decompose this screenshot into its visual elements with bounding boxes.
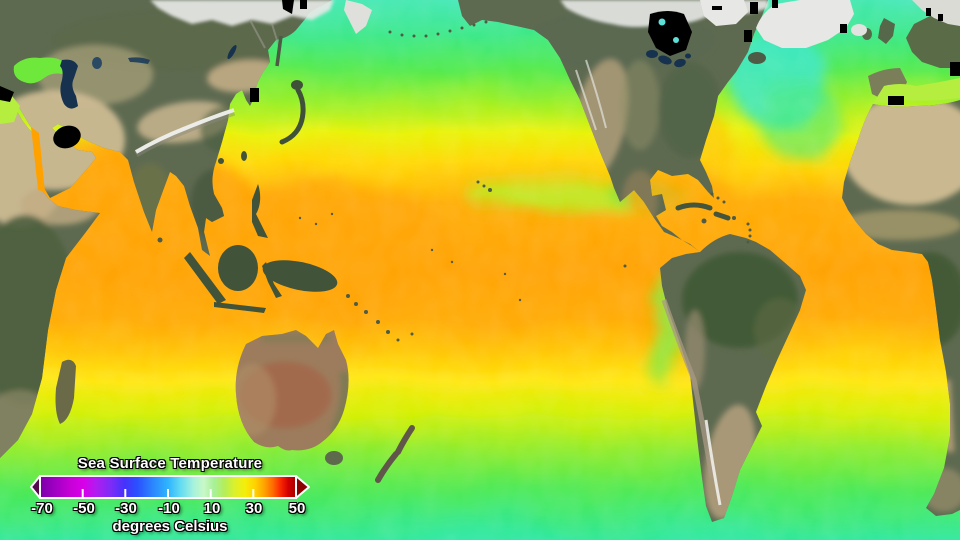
tick-label: -10	[158, 500, 180, 517]
caspian-sea	[60, 59, 78, 109]
lake-balkhash	[128, 57, 150, 64]
cuba	[675, 202, 713, 211]
madagascar	[55, 359, 76, 424]
colorbar-tick-marks	[81, 489, 255, 497]
landmass-europe	[851, 0, 960, 100]
hokkaido	[291, 80, 303, 90]
iceland	[851, 24, 867, 36]
sumatra	[184, 252, 226, 304]
persian-gulf-nodata	[53, 125, 81, 149]
island-specks	[157, 20, 766, 342]
kamchatka	[344, 0, 372, 34]
new-guinea	[262, 260, 338, 292]
landmass-greenland-arctic	[700, 0, 854, 48]
hispaniola	[713, 211, 731, 221]
inland-waters-layer	[0, 0, 960, 192]
japan	[279, 87, 306, 145]
tasmania	[325, 451, 343, 465]
tick-label: -70	[31, 500, 53, 517]
tick-label: 50	[288, 500, 306, 517]
east-med-nodata	[0, 86, 14, 102]
andes-ridge	[661, 299, 715, 479]
colorbar-right-arrow	[295, 475, 310, 499]
himalaya-snow	[134, 108, 235, 154]
red-sea	[31, 127, 45, 192]
java	[214, 302, 266, 313]
tick-label: -30	[115, 500, 137, 517]
scandinavia	[912, 0, 960, 26]
colorbar-left-arrow	[30, 475, 41, 499]
lake-baikal	[227, 44, 237, 60]
colorbar-tick-labels: -70 -50 -30 -10 10 30 50	[26, 500, 314, 518]
colorbar	[30, 475, 310, 499]
andes-snow	[704, 419, 722, 506]
sri-lanka	[157, 237, 163, 243]
rockies-snow	[575, 59, 607, 131]
legend-units: degrees Celsius	[112, 518, 228, 535]
philippines	[252, 184, 268, 238]
taiwan	[241, 151, 247, 161]
sakhalin	[275, 35, 283, 67]
black-sea	[13, 57, 67, 84]
hainan	[218, 158, 224, 164]
great-lakes	[646, 50, 691, 68]
newfoundland	[748, 52, 766, 64]
alboran-nodata	[888, 96, 904, 105]
tick-label: -50	[73, 500, 95, 517]
bohai-nodata	[250, 88, 259, 102]
tick-label: 10	[203, 500, 221, 517]
maritime-southeast-asia	[184, 151, 338, 313]
borneo	[218, 245, 258, 291]
new-zealand	[375, 425, 415, 483]
legend-title: Sea Surface Temperature	[77, 455, 263, 472]
colorbar-gradient-bar	[39, 475, 297, 499]
aral-sea	[92, 57, 102, 69]
great-britain	[878, 18, 895, 44]
western-europe	[906, 10, 960, 68]
tick-label: 30	[245, 500, 263, 517]
sst-legend: Sea Surface Temperature -70 -50 -30 -10 …	[26, 455, 314, 535]
